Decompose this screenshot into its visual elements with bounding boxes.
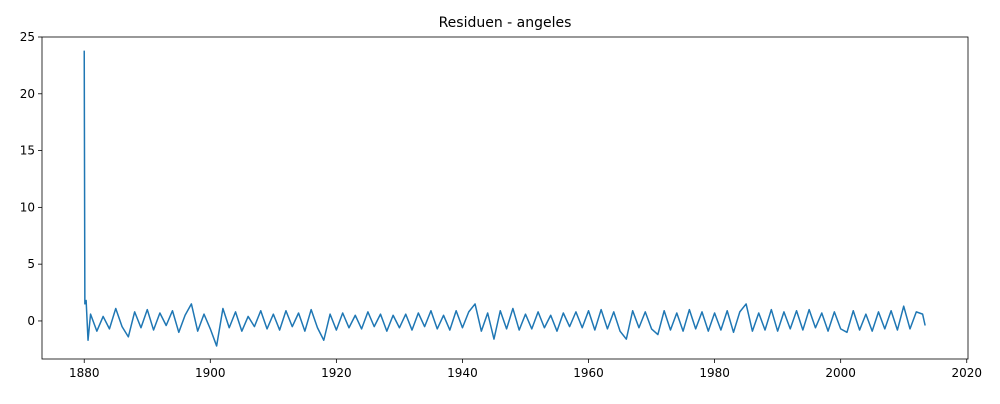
y-tick-label: 20 bbox=[20, 87, 35, 101]
x-tick-label: 1940 bbox=[447, 366, 478, 380]
y-tick-label: 25 bbox=[20, 30, 35, 44]
y-tick-label: 10 bbox=[20, 200, 35, 214]
y-tick-label: 15 bbox=[20, 144, 35, 158]
y-tick-label: 0 bbox=[27, 314, 35, 328]
x-tick-label: 1980 bbox=[699, 366, 730, 380]
x-tick-label: 2000 bbox=[825, 366, 856, 380]
x-tick-label: 1900 bbox=[195, 366, 226, 380]
x-tick-label: 1960 bbox=[573, 366, 604, 380]
y-tick-label: 5 bbox=[27, 257, 35, 271]
x-tick-label: 1880 bbox=[69, 366, 100, 380]
chart-title: Residuen - angeles bbox=[439, 15, 572, 31]
x-tick-label: 2020 bbox=[951, 366, 982, 380]
line-series bbox=[83, 50, 926, 347]
axes-frame bbox=[41, 36, 969, 360]
x-tick-label: 1920 bbox=[321, 366, 352, 380]
